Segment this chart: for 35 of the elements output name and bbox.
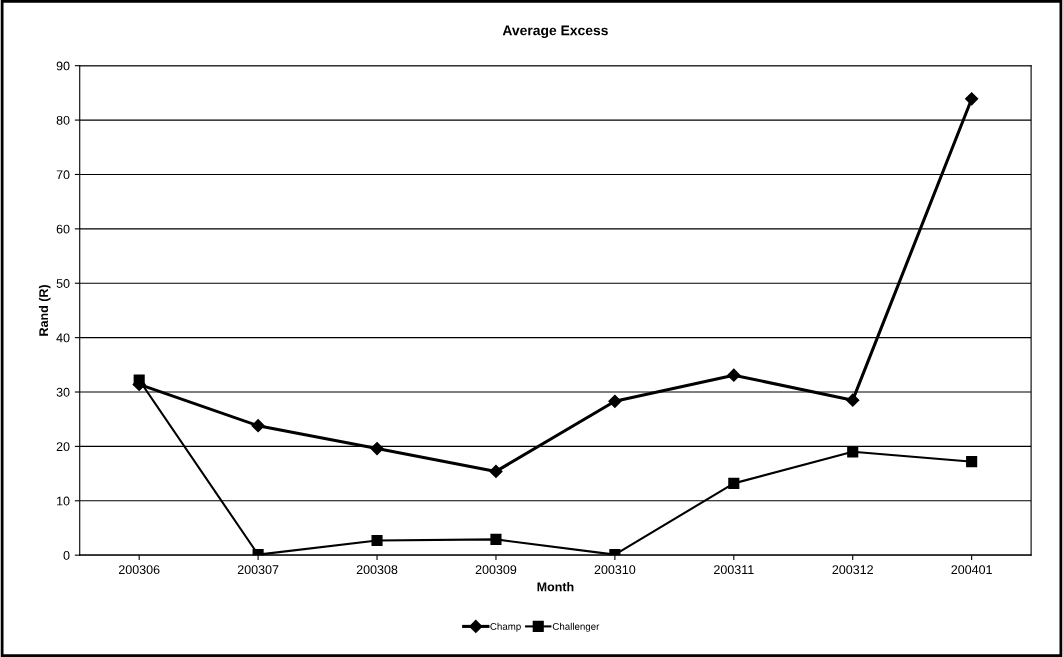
y-tick-label: 70 [56, 170, 70, 180]
y-axis-title: Rand (R) [38, 285, 51, 336]
point [608, 394, 622, 408]
y-tick-label: 30 [56, 387, 70, 397]
point [490, 533, 502, 545]
x-tick-label: 200312 [832, 565, 873, 575]
y-tick-label: 10 [57, 496, 70, 506]
x-tick-label: 200401 [951, 565, 992, 575]
x-tick-label: 200306 [118, 565, 160, 575]
point [965, 92, 979, 106]
y-tick-label: 40 [56, 333, 70, 343]
point [251, 419, 265, 433]
x-tick-label: 200307 [237, 565, 279, 575]
y-tick-label: 0 [63, 550, 70, 560]
chart-title: Average Excess [502, 25, 608, 39]
x-tick-label: 200311 [714, 565, 754, 575]
y-tick-label: 60 [56, 224, 70, 234]
point [727, 368, 741, 382]
x-axis-title: Month [537, 582, 574, 592]
y-tick-label: 50 [56, 279, 70, 288]
legend-label: Challenger [552, 622, 600, 632]
point [489, 464, 503, 479]
x-tick-label: 200310 [594, 565, 636, 575]
point [847, 446, 859, 458]
point [846, 393, 860, 407]
y-tick-label: 80 [56, 115, 70, 125]
point [370, 441, 384, 456]
legend-label: Champ [490, 622, 521, 632]
y-tick-label: 20 [56, 442, 70, 452]
point [728, 477, 740, 489]
y-tick-label: 90 [56, 61, 70, 71]
x-tick-label: 200308 [356, 565, 398, 575]
point [966, 456, 978, 468]
point [371, 534, 383, 547]
x-tick-label: 200309 [475, 565, 517, 575]
